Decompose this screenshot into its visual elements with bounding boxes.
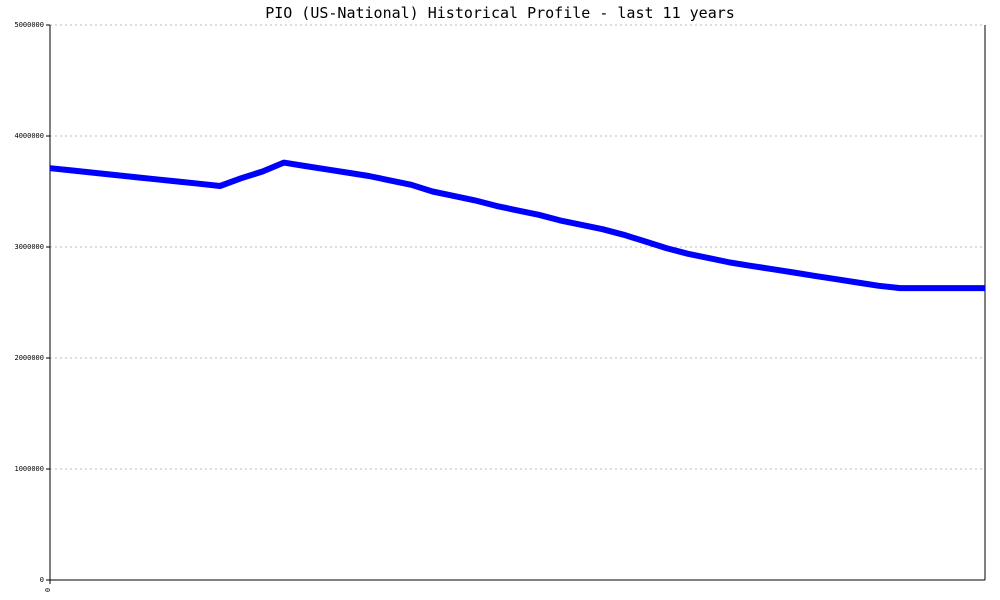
y-tick-label: 0 [40, 576, 44, 584]
series-group [49, 159, 986, 292]
y-tick-label: 3000000 [14, 243, 44, 251]
chart-title: PIO (US-National) Historical Profile - l… [265, 4, 735, 22]
x-axis-ticks: 0 [44, 580, 52, 592]
gridlines [50, 24, 985, 470]
y-axis-ticks: 0 1000000 2000000 3000000 4000000 5000000 [14, 21, 50, 584]
y-tick-label: 4000000 [14, 132, 44, 140]
y-tick-label: 2000000 [14, 354, 44, 362]
y-tick-label: 1000000 [14, 465, 44, 473]
y-tick-label: 5000000 [14, 21, 44, 29]
x-tick-label: 0 [44, 588, 52, 592]
series-line [49, 159, 985, 292]
